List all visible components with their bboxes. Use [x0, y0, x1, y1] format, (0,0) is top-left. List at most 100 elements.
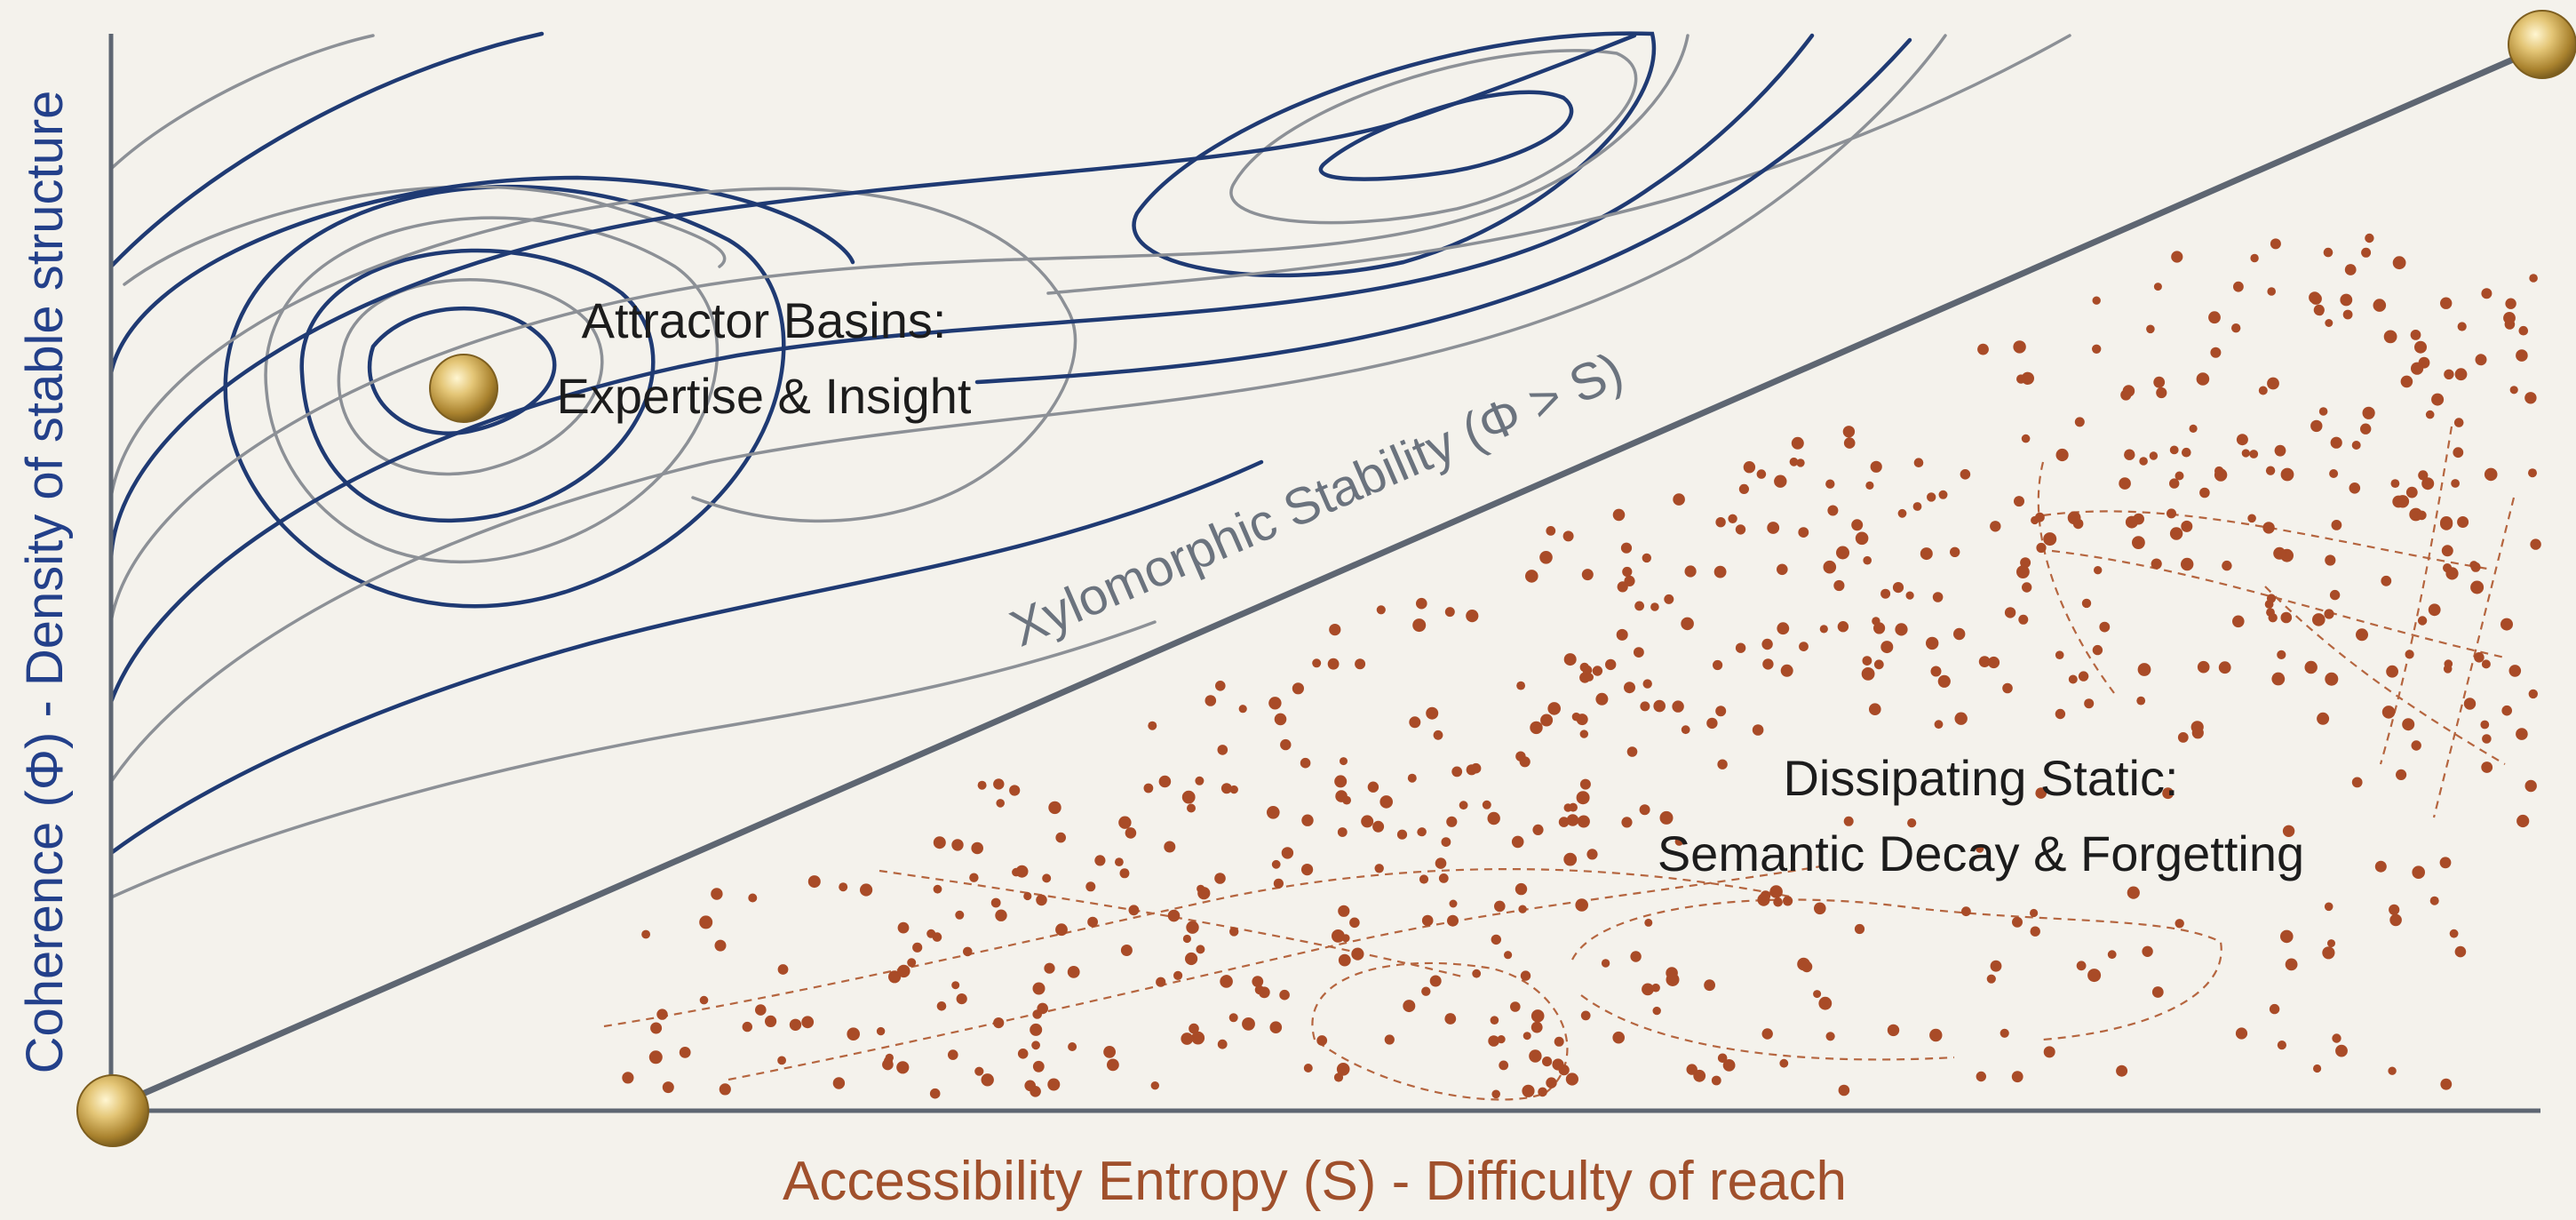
static-dot — [2233, 281, 2244, 292]
static-dot — [1300, 757, 1311, 769]
attractor-title-line1: Attractor Basins: — [582, 292, 947, 348]
static-dot — [2153, 283, 2162, 291]
static-dot — [1511, 835, 1524, 849]
static-dot — [2250, 253, 2259, 263]
static-dot — [2330, 436, 2342, 449]
static-dot — [1372, 820, 1385, 833]
static-dot — [2087, 969, 2102, 983]
static-dot — [2153, 376, 2166, 388]
static-dot — [1880, 588, 1891, 599]
static-dot — [2396, 495, 2410, 508]
static-dot — [1412, 618, 1427, 633]
static-dot — [993, 778, 1005, 790]
static-dot — [2481, 762, 2493, 773]
static-dot — [1409, 716, 1421, 729]
static-dot — [1617, 581, 1628, 593]
static-dot — [1752, 724, 1764, 736]
static-dot — [1990, 521, 2001, 532]
static-title-line1: Dissipating Static: — [1783, 750, 2178, 806]
static-dot — [995, 909, 1007, 921]
static-dot — [2402, 718, 2415, 731]
static-dot — [2323, 247, 2334, 258]
static-dot — [2267, 377, 2279, 390]
static-dot — [2322, 946, 2335, 960]
static-dot — [1349, 917, 1360, 929]
static-dot — [699, 915, 713, 929]
static-dot — [1336, 1063, 1350, 1076]
static-dot — [1581, 569, 1594, 581]
static-dot — [1067, 966, 1080, 978]
static-dot — [641, 929, 650, 939]
static-dot — [1777, 622, 1790, 635]
static-dot — [2169, 445, 2179, 455]
static-dot — [1238, 705, 1247, 714]
trail-3 — [879, 869, 1467, 979]
static-dot — [648, 1050, 663, 1065]
static-dot — [2231, 323, 2241, 333]
static-dot — [2381, 706, 2396, 719]
static-dot — [2482, 734, 2492, 744]
trail-4 — [1311, 961, 1569, 1101]
static-trails — [603, 426, 2516, 1101]
static-dot — [1281, 847, 1294, 859]
static-dot — [1542, 1057, 1553, 1067]
static-dot — [1419, 874, 1429, 884]
static-dot — [2516, 814, 2530, 828]
static-dot — [2463, 698, 2477, 710]
static-dot — [2035, 787, 2047, 799]
static-dot — [1717, 1053, 1728, 1064]
static-dot — [1530, 1021, 1543, 1033]
static-dot — [1538, 1087, 1547, 1097]
static-dot — [719, 1083, 731, 1096]
static-dot — [1539, 551, 1553, 564]
static-dot — [2232, 615, 2245, 628]
trail-10 — [2432, 497, 2516, 818]
static-dot — [1961, 906, 1971, 917]
static-dot — [1779, 1058, 1789, 1068]
static-dot — [1819, 625, 1828, 634]
static-dot — [2036, 542, 2047, 554]
static-dot — [1681, 725, 1690, 735]
static-dot — [1855, 531, 1869, 546]
static-dot — [2016, 565, 2030, 578]
static-dot — [2324, 902, 2334, 912]
static-dot — [1666, 973, 1680, 986]
static-dot — [2162, 787, 2174, 800]
static-dot — [1487, 811, 1500, 825]
static-dot — [2219, 661, 2230, 672]
static-dot — [1334, 775, 1348, 788]
static-dot — [1355, 658, 1366, 670]
static-dot — [679, 1047, 691, 1058]
static-dot — [1937, 674, 1951, 688]
static-dot — [1515, 882, 1528, 896]
static-dot — [1115, 857, 1124, 866]
static-dot — [2351, 777, 2363, 788]
static-dot — [2396, 769, 2407, 781]
static-dot — [2262, 522, 2275, 534]
static-dot — [2043, 532, 2057, 546]
static-dot — [1873, 622, 1886, 634]
static-dot — [1715, 517, 1726, 528]
contour-sweep-2 — [108, 31, 545, 269]
static-dot — [1031, 1041, 1040, 1050]
static-dot — [2325, 554, 2336, 566]
static-dot — [1254, 985, 1265, 995]
static-dot — [1558, 817, 1570, 827]
static-dot — [2235, 1027, 2248, 1040]
static-dot — [2509, 386, 2518, 395]
static-dot — [2197, 660, 2210, 674]
static-dot — [2270, 238, 2281, 250]
contour-sweep-9 — [109, 34, 1947, 784]
static-dot — [1842, 426, 1856, 438]
static-dot — [748, 893, 758, 903]
static-dot — [1087, 916, 1098, 928]
static-dot — [1103, 1046, 1116, 1058]
static-dot — [1863, 555, 1872, 565]
static-dot — [2030, 908, 2039, 918]
static-dot — [2386, 665, 2399, 678]
gold-disc-icon — [76, 1074, 149, 1147]
static-dot — [1546, 1077, 1557, 1088]
static-dot — [1653, 699, 1666, 713]
static-dot — [1827, 505, 1839, 516]
static-dot — [2417, 510, 2427, 521]
